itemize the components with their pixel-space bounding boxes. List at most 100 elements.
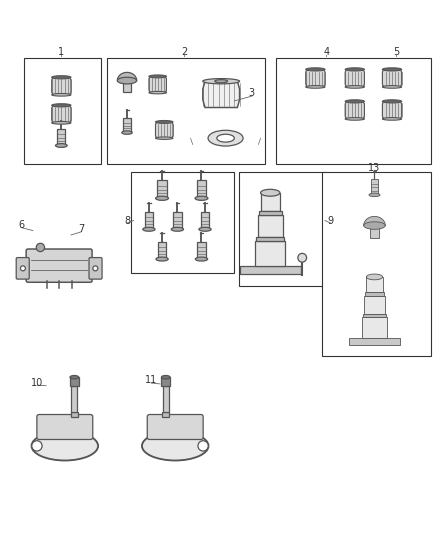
Bar <box>162 411 169 417</box>
Polygon shape <box>52 106 71 123</box>
Ellipse shape <box>215 79 228 83</box>
Polygon shape <box>345 69 364 87</box>
Ellipse shape <box>149 75 166 78</box>
Ellipse shape <box>52 104 71 107</box>
Bar <box>365 292 384 296</box>
Text: 13: 13 <box>368 163 381 173</box>
Ellipse shape <box>117 77 137 84</box>
Polygon shape <box>306 69 325 87</box>
Text: 5: 5 <box>393 47 399 57</box>
Ellipse shape <box>208 130 243 146</box>
Bar <box>162 377 170 386</box>
Ellipse shape <box>382 100 402 103</box>
Bar <box>367 277 382 292</box>
Ellipse shape <box>364 222 385 229</box>
Bar <box>258 215 283 237</box>
Text: 9: 9 <box>328 215 334 225</box>
Ellipse shape <box>199 227 211 231</box>
Ellipse shape <box>203 78 240 84</box>
Ellipse shape <box>171 227 184 231</box>
Ellipse shape <box>156 257 168 261</box>
Bar <box>349 338 400 345</box>
FancyBboxPatch shape <box>197 241 206 259</box>
FancyBboxPatch shape <box>37 415 93 440</box>
Polygon shape <box>364 216 385 225</box>
Ellipse shape <box>142 431 208 461</box>
FancyBboxPatch shape <box>158 241 166 259</box>
Ellipse shape <box>143 227 155 231</box>
Ellipse shape <box>70 375 78 379</box>
Text: 10: 10 <box>31 377 43 387</box>
Ellipse shape <box>155 137 173 140</box>
Circle shape <box>32 441 42 451</box>
Ellipse shape <box>367 274 382 280</box>
Text: 7: 7 <box>78 224 84 235</box>
Circle shape <box>36 243 45 252</box>
Ellipse shape <box>52 93 71 96</box>
Bar <box>71 386 77 411</box>
FancyBboxPatch shape <box>124 118 131 133</box>
Text: 8: 8 <box>124 215 130 225</box>
Circle shape <box>198 441 208 451</box>
Ellipse shape <box>52 76 71 79</box>
Circle shape <box>298 253 307 262</box>
Bar <box>24 59 101 164</box>
Bar <box>240 266 300 274</box>
Ellipse shape <box>162 375 170 379</box>
Bar <box>322 172 431 356</box>
Bar <box>370 225 378 238</box>
Ellipse shape <box>122 131 132 134</box>
Ellipse shape <box>155 120 173 124</box>
Ellipse shape <box>369 193 380 197</box>
Polygon shape <box>117 72 137 80</box>
Ellipse shape <box>306 86 325 88</box>
Polygon shape <box>52 77 71 95</box>
FancyBboxPatch shape <box>89 257 102 279</box>
Bar <box>258 211 282 215</box>
Polygon shape <box>382 69 402 87</box>
Ellipse shape <box>261 189 280 196</box>
FancyBboxPatch shape <box>173 212 182 229</box>
Ellipse shape <box>52 122 71 124</box>
Ellipse shape <box>217 134 234 142</box>
Ellipse shape <box>195 257 208 261</box>
Bar <box>261 193 280 211</box>
Circle shape <box>21 266 25 271</box>
Bar <box>257 237 284 241</box>
Ellipse shape <box>155 196 169 200</box>
Bar <box>362 318 387 338</box>
Ellipse shape <box>345 86 364 88</box>
Ellipse shape <box>32 431 98 461</box>
Ellipse shape <box>56 143 67 148</box>
Text: 3: 3 <box>249 88 255 99</box>
Polygon shape <box>345 101 364 119</box>
Ellipse shape <box>195 196 208 200</box>
Ellipse shape <box>382 68 402 71</box>
Polygon shape <box>382 101 402 119</box>
Ellipse shape <box>345 68 364 71</box>
FancyBboxPatch shape <box>197 180 206 198</box>
Bar <box>364 296 385 313</box>
FancyBboxPatch shape <box>26 249 92 282</box>
Ellipse shape <box>382 118 402 120</box>
Ellipse shape <box>345 118 364 120</box>
Polygon shape <box>203 81 240 108</box>
Polygon shape <box>149 76 166 93</box>
Text: 4: 4 <box>323 47 329 57</box>
Bar <box>70 377 78 386</box>
FancyBboxPatch shape <box>371 179 378 195</box>
Bar <box>131 172 234 273</box>
Ellipse shape <box>306 68 325 71</box>
Text: 6: 6 <box>18 220 24 230</box>
Ellipse shape <box>382 86 402 88</box>
Text: 11: 11 <box>145 375 157 385</box>
Polygon shape <box>155 122 173 138</box>
Bar <box>71 411 78 417</box>
Bar <box>363 313 386 318</box>
FancyBboxPatch shape <box>201 212 209 229</box>
Bar <box>255 241 286 266</box>
Bar <box>239 172 326 286</box>
Text: 2: 2 <box>181 47 187 57</box>
Bar <box>124 80 131 92</box>
Circle shape <box>93 266 98 271</box>
